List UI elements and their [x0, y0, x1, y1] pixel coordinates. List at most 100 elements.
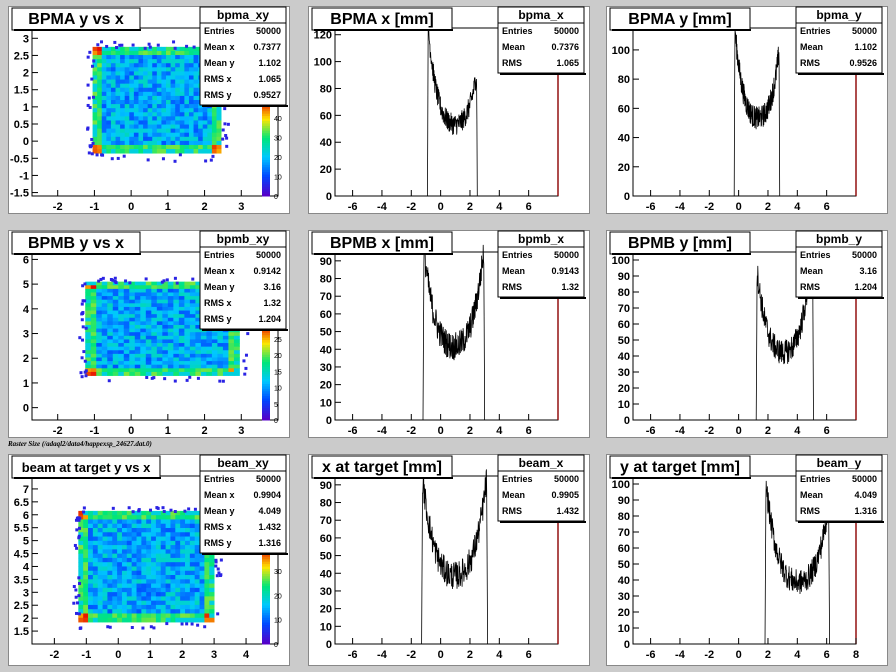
heatmap-cell: [107, 596, 113, 602]
heatmap-cell: [189, 335, 196, 340]
heatmap-cell: [156, 87, 162, 93]
colorbar-segment: [262, 400, 270, 404]
heatmap-cell: [222, 364, 229, 369]
heatmap-cell: [118, 317, 125, 322]
heatmap-cell: [118, 303, 125, 308]
heatmap-outlier: [137, 508, 141, 512]
heatmap-cell: [124, 50, 130, 56]
heatmap-cell: [92, 600, 99, 606]
plot-data: [633, 480, 856, 645]
heatmap-outlier: [162, 509, 166, 513]
stats-label: Entries: [800, 26, 831, 36]
heatmap-cell: [131, 562, 137, 567]
heatmap-cell: [151, 549, 157, 555]
heatmap-cell: [167, 339, 174, 344]
heatmap-cell: [185, 575, 191, 580]
heatmap-cell: [180, 545, 186, 550]
heatmap-outlier: [203, 625, 207, 629]
x-tick-label: -2: [53, 425, 63, 437]
heatmap-cell: [140, 306, 147, 311]
heatmap-cell: [162, 317, 169, 322]
heatmap-cell: [117, 613, 123, 619]
heatmap-cell: [140, 368, 147, 373]
stats-value: 0.9143: [551, 266, 579, 276]
heatmap-cell: [129, 67, 135, 72]
heatmap-cell: [117, 532, 123, 537]
heatmap-outlier: [81, 311, 85, 315]
heatmap-cell: [101, 281, 108, 286]
heatmap-cell: [162, 303, 169, 308]
heatmap-cell: [123, 328, 130, 333]
heatmap-outlier: [169, 508, 173, 512]
heatmap-cell: [129, 350, 136, 355]
heatmap-cell: [167, 350, 174, 355]
heatmap-cell: [129, 314, 136, 319]
y-tick-label: 0: [326, 639, 332, 651]
heatmap-cell: [121, 536, 128, 542]
colorbar-segment: [262, 371, 270, 375]
heatmap-cell: [146, 579, 152, 584]
heatmap-cell: [124, 100, 130, 105]
heatmap-cell: [115, 132, 121, 138]
x-tick-label: 1: [165, 201, 171, 213]
heatmap-cell: [112, 570, 118, 576]
heatmap-cell: [88, 609, 94, 614]
heatmap-cell: [138, 100, 144, 105]
heatmap-cell: [133, 140, 139, 146]
heatmap-cell: [170, 128, 176, 134]
heatmap-cell: [184, 321, 191, 326]
heatmap-cell: [110, 140, 116, 146]
heatmap-cell: [147, 91, 153, 97]
heatmap-cell: [131, 575, 137, 580]
heatmap-cell: [194, 557, 200, 563]
stats-label: Mean x: [204, 266, 235, 276]
heatmap-cell: [162, 353, 169, 358]
heatmap-cell: [170, 604, 176, 610]
heatmap-cell: [126, 557, 133, 563]
heatmap-cell: [90, 310, 97, 315]
heatmap-cell: [222, 350, 229, 355]
colorbar-segment: [262, 553, 270, 557]
stats-value: 1.316: [258, 538, 281, 548]
heatmap-cell: [90, 328, 97, 333]
heatmap-cell: [199, 604, 205, 610]
heatmap-cell: [178, 303, 185, 308]
heatmap-cell: [138, 87, 144, 93]
heatmap-cell: [120, 124, 126, 130]
heatmap-cell: [112, 310, 119, 315]
heatmap-cell: [136, 596, 142, 602]
heatmap-cell: [198, 124, 204, 130]
y-tick-label: 90: [618, 495, 630, 507]
colorbar-segment: [262, 614, 270, 618]
heatmap-cell: [207, 136, 213, 142]
heatmap-cell: [136, 609, 142, 614]
heatmap-cell: [198, 116, 204, 121]
heatmap-cell: [147, 79, 153, 85]
heatmap-cell: [129, 368, 136, 373]
colorbar-segment: [262, 193, 270, 197]
heatmap-cell: [184, 371, 191, 376]
heatmap-outlier: [193, 507, 197, 511]
heatmap-cell: [206, 335, 213, 340]
heatmap-cell: [198, 149, 204, 154]
heatmap-cell: [211, 124, 217, 130]
heatmap-cell: [120, 95, 126, 101]
heatmap-cell: [101, 288, 108, 293]
heatmap-cell: [97, 613, 103, 619]
heatmap-cell: [121, 609, 128, 614]
heatmap-cell: [97, 566, 103, 572]
heatmap-cell: [170, 144, 176, 150]
heatmap-cell: [152, 116, 158, 121]
heatmap-cell: [175, 136, 181, 142]
heatmap-cell: [126, 583, 133, 589]
heatmap-cell: [138, 128, 144, 134]
heatmap-cell: [129, 281, 136, 286]
heatmap-cell: [155, 519, 162, 525]
colorbar-segment: [262, 334, 270, 338]
heatmap-cell: [140, 339, 147, 344]
heatmap-outlier: [87, 151, 91, 155]
heatmap-cell: [107, 570, 113, 576]
heatmap-cell: [117, 566, 123, 572]
heatmap-outlier: [161, 506, 165, 510]
